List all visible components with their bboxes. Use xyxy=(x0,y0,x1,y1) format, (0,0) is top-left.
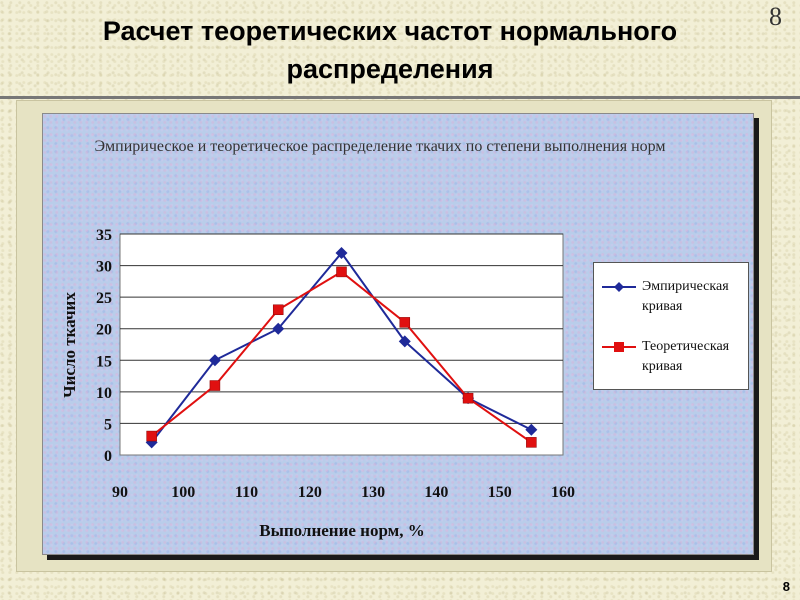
data-point-empirical xyxy=(208,354,221,367)
data-point-empirical xyxy=(398,335,411,348)
y-tick-label: 25 xyxy=(96,290,112,307)
y-axis-label: Число ткачих xyxy=(60,292,79,398)
data-point-theoretical xyxy=(272,304,284,316)
y-tick-label: 0 xyxy=(104,448,112,465)
data-point-theoretical xyxy=(146,430,157,442)
page-number-bottom: 8 xyxy=(782,579,790,594)
title-divider xyxy=(0,96,800,99)
legend-label-theoretical: Теоретическая кривая xyxy=(642,339,730,374)
data-point-empirical xyxy=(525,423,538,436)
y-tick-label: 30 xyxy=(96,259,112,276)
y-tick-label: 10 xyxy=(96,385,112,402)
legend-label-empirical: Эмпирическая кривая xyxy=(642,279,729,314)
data-point-theoretical xyxy=(462,392,474,404)
legend-marker-theoretical xyxy=(602,342,636,352)
data-point-theoretical xyxy=(336,266,347,278)
data-point-theoretical xyxy=(399,317,411,328)
x-tick-label: 160 xyxy=(551,484,575,501)
legend: Эмпирическая кривая Теоретическая кривая xyxy=(593,262,749,390)
y-tick-label: 35 xyxy=(96,227,112,244)
y-tick-label: 15 xyxy=(96,353,112,370)
data-point-empirical xyxy=(335,246,348,259)
y-tick-label: 20 xyxy=(96,322,112,339)
x-tick-label: 110 xyxy=(235,484,258,501)
legend-marker-empirical xyxy=(602,282,636,292)
page-number-top: 8 xyxy=(769,2,782,31)
chart-title: Эмпирическое и теоретическое распределен… xyxy=(94,138,666,155)
x-tick-label: 100 xyxy=(171,484,195,501)
x-tick-label: 120 xyxy=(298,484,322,501)
data-point-theoretical xyxy=(526,437,537,448)
x-tick-label: 150 xyxy=(488,484,512,501)
x-tick-label: 130 xyxy=(361,484,385,501)
x-tick-label: 140 xyxy=(424,484,448,501)
data-point-theoretical xyxy=(209,380,221,391)
x-tick-label: 90 xyxy=(112,484,128,501)
data-point-empirical xyxy=(272,322,285,335)
slide-title: Расчет теоретических частот нормального … xyxy=(102,16,678,84)
x-axis-label: Выполнение норм, % xyxy=(259,521,425,540)
y-tick-label: 5 xyxy=(104,416,112,433)
